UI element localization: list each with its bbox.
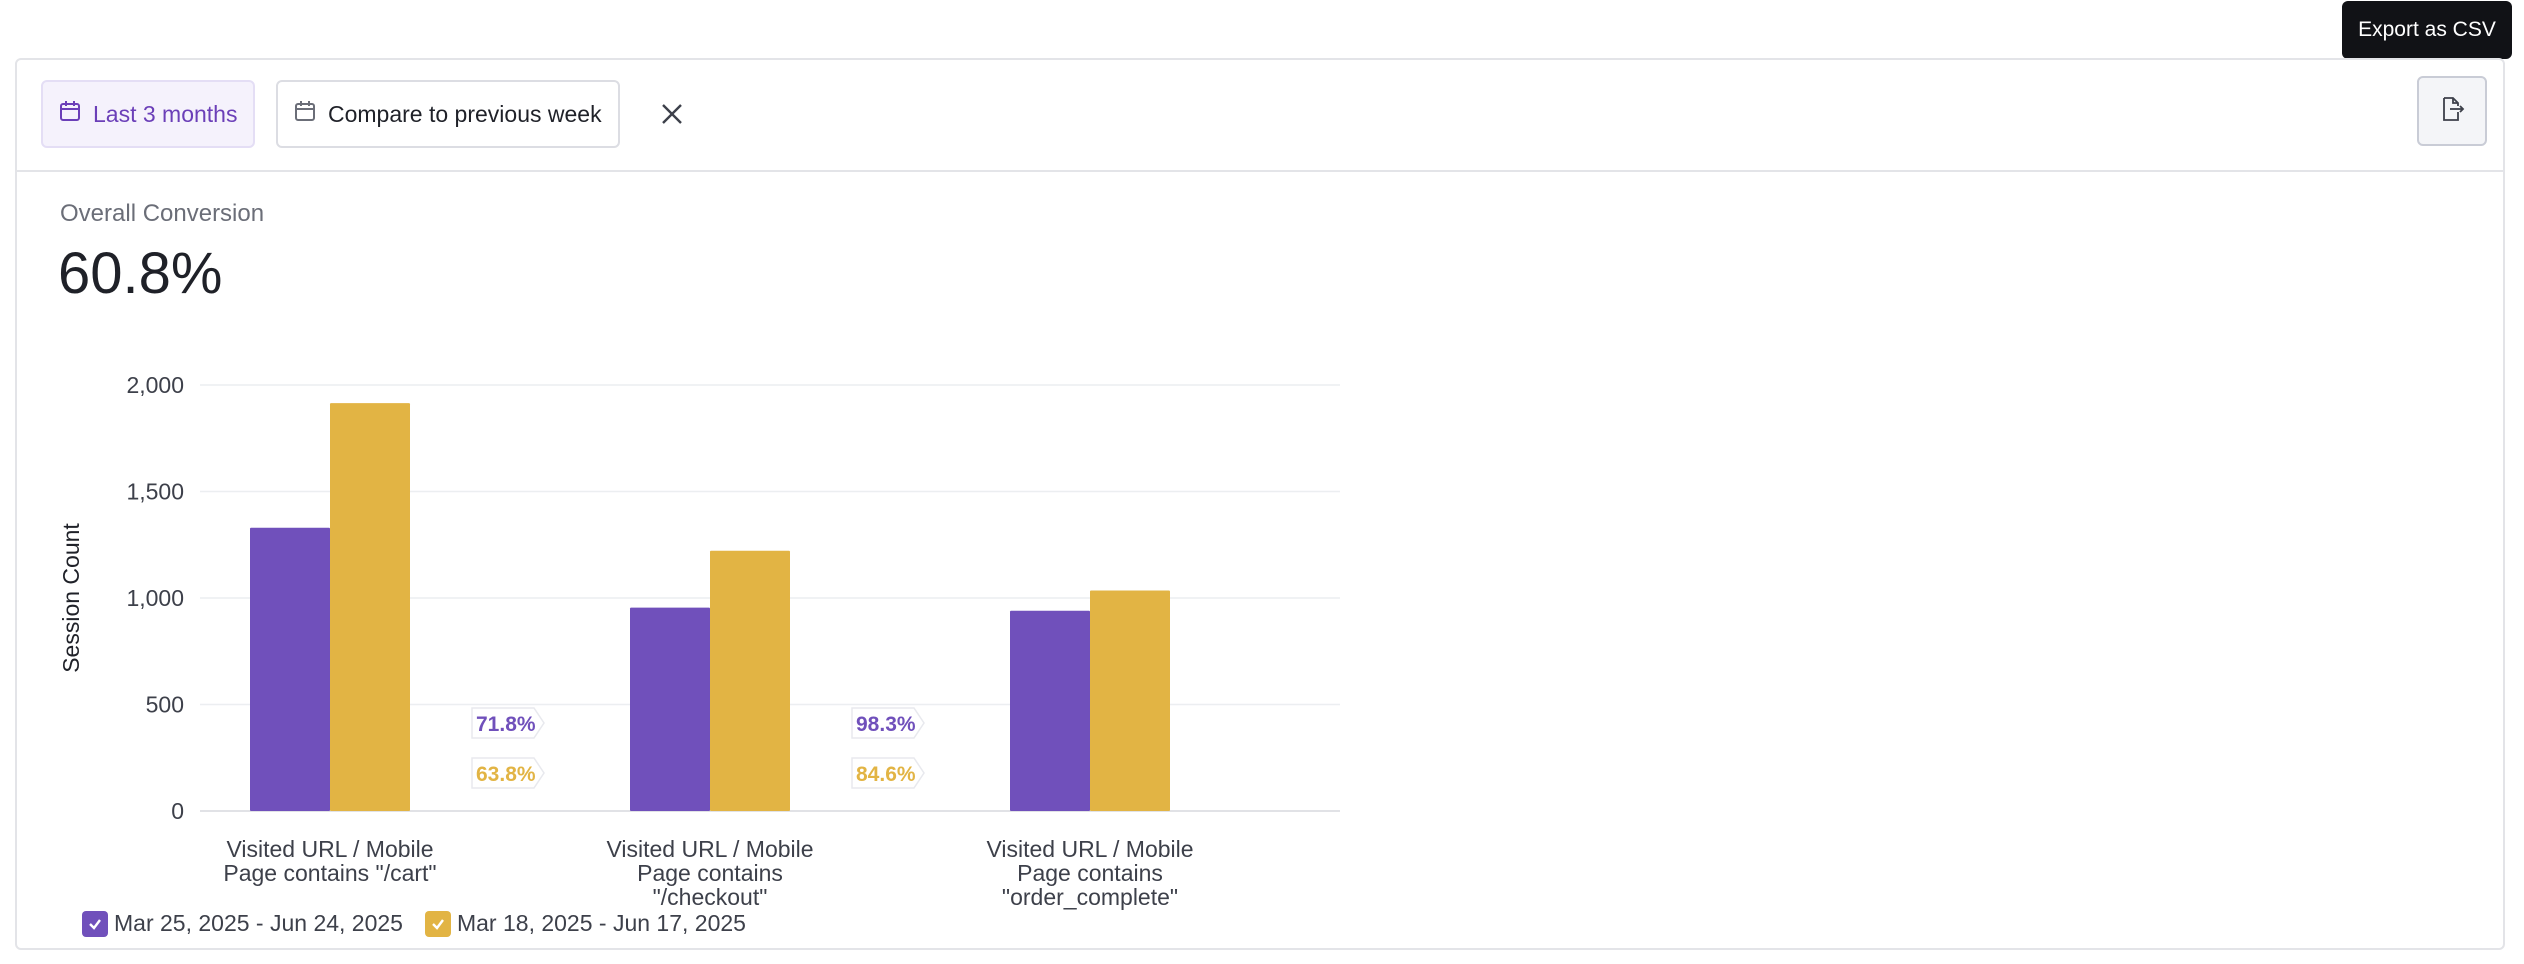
x-tick-label: Page contains (637, 860, 783, 886)
conversion-badge (471, 757, 545, 789)
x-tick-label: Visited URL / Mobile (986, 836, 1193, 862)
check-icon (89, 918, 101, 930)
bar (1010, 610, 1090, 811)
metric-value: 60.8% (58, 241, 223, 306)
funnel-bar-chart: 0 500 1,000 1,500 2,000 Session Count Visited … (58, 372, 1340, 910)
date-range-button[interactable]: Last 3 months (41, 80, 256, 148)
check-icon (432, 918, 444, 930)
conversion-panel: Last 3 months Compare to previous week (15, 58, 2505, 950)
y-axis-label: Session Count (58, 523, 84, 673)
bar (330, 403, 410, 811)
conversion-badge (471, 707, 545, 739)
calendar-icon (294, 100, 316, 128)
export-tooltip-text: Export as CSV (2358, 18, 2496, 41)
x-tick-label: Page contains "/cart" (223, 860, 436, 886)
compare-button[interactable]: Compare to previous week (276, 80, 620, 148)
y-tick-label: 1,500 (126, 479, 184, 505)
bar (710, 550, 790, 811)
compare-label: Compare to previous week (328, 100, 602, 127)
bar (1090, 590, 1170, 811)
legend-label: Mar 18, 2025 - Jun 17, 2025 (456, 910, 746, 936)
y-tick-label: 1,000 (126, 585, 184, 611)
export-file-icon (2438, 95, 2466, 128)
x-tick-label: Visited URL / Mobile (226, 836, 433, 862)
y-tick-label: 2,000 (126, 372, 184, 398)
y-tick-label: 0 (171, 798, 184, 824)
legend-checkbox[interactable] (424, 910, 451, 937)
bar (630, 607, 710, 811)
metric-label: Overall Conversion (60, 200, 265, 227)
date-range-label: Last 3 months (93, 100, 238, 127)
legend-label: Mar 25, 2025 - Jun 24, 2025 (114, 910, 403, 936)
export-csv-button[interactable] (2417, 76, 2487, 146)
clear-compare-button[interactable] (654, 96, 690, 132)
x-tick-label: Visited URL / Mobile (606, 836, 813, 862)
x-tick-label: "order_complete" (1002, 884, 1178, 910)
bar (250, 527, 330, 811)
conversion-badge (851, 707, 925, 739)
conversion-badge (851, 757, 925, 789)
calendar-icon (59, 100, 81, 128)
x-tick-label: Page contains (1017, 860, 1163, 886)
conversion-rate-label: 84.6% (856, 763, 916, 786)
conversion-rate-label: 71.8% (476, 713, 536, 736)
legend-item-primary[interactable]: Mar 25, 2025 - Jun 24, 2025 (82, 910, 403, 937)
y-tick-label: 500 (146, 692, 184, 718)
conversion-rate-label: 63.8% (476, 763, 536, 786)
chart-legend: Mar 25, 2025 - Jun 24, 2025 Mar 18, 2025… (82, 910, 746, 937)
x-tick-label: "/checkout" (653, 884, 768, 910)
export-tooltip: Export as CSV (2342, 1, 2512, 59)
close-icon (654, 104, 690, 136)
legend-item-comparison[interactable]: Mar 18, 2025 - Jun 17, 2025 (424, 910, 746, 937)
legend-checkbox[interactable] (82, 910, 108, 937)
toolbar: Last 3 months Compare to previous week (17, 60, 2503, 172)
conversion-rate-label: 98.3% (856, 713, 916, 736)
